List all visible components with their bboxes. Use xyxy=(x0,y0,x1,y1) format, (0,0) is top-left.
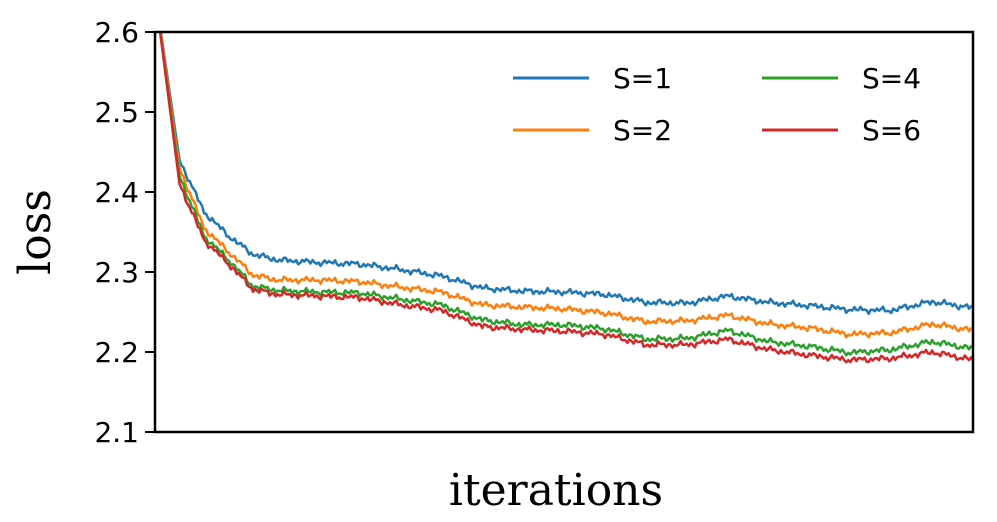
y-tick-label: 2.2 xyxy=(94,336,139,369)
series-line-1 xyxy=(159,32,973,316)
series-line-2 xyxy=(159,32,973,339)
y-tick-label: 2.3 xyxy=(94,256,139,289)
legend-label: S=2 xyxy=(613,114,672,147)
legend-label: S=4 xyxy=(862,62,921,95)
y-tick-label: 2.6 xyxy=(94,16,139,49)
plot-frame xyxy=(153,30,975,434)
series-line-3 xyxy=(159,32,973,357)
x-axis-label: iterations xyxy=(449,465,663,516)
series-group xyxy=(158,32,973,364)
y-tick-label: 2.4 xyxy=(94,176,139,209)
y-axis-label: loss xyxy=(10,189,61,275)
series-line-4 xyxy=(158,32,973,364)
legend: S=1 S=2 S=4 S=6 xyxy=(513,62,921,147)
legend-label: S=6 xyxy=(862,114,921,147)
y-tick-label: 2.1 xyxy=(94,416,139,449)
legend-label: S=1 xyxy=(613,62,672,95)
y-axis-ticks: 2.1 2.2 2.3 2.4 2.5 2.6 xyxy=(94,16,155,449)
y-tick-label: 2.5 xyxy=(94,96,139,129)
